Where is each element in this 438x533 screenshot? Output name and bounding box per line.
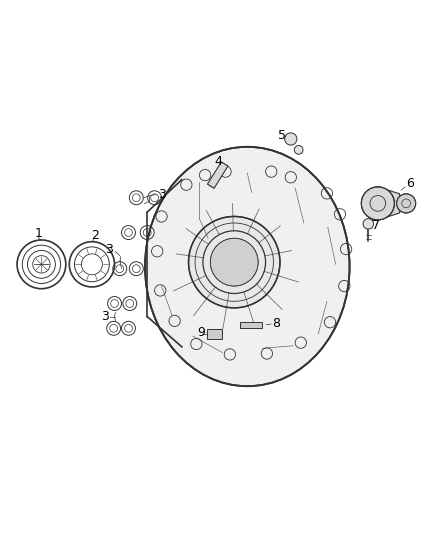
Text: 2: 2 [91, 229, 99, 241]
Circle shape [285, 133, 297, 145]
Text: 4: 4 [214, 155, 222, 168]
Text: 6: 6 [406, 177, 414, 190]
Text: 3: 3 [106, 243, 113, 256]
Text: 5: 5 [278, 128, 286, 142]
Polygon shape [240, 322, 261, 328]
Ellipse shape [145, 147, 350, 386]
Circle shape [363, 219, 374, 229]
Circle shape [294, 146, 303, 154]
Text: 1: 1 [35, 228, 42, 240]
Polygon shape [378, 187, 399, 220]
Circle shape [361, 187, 394, 220]
Polygon shape [208, 162, 228, 188]
Circle shape [188, 216, 280, 308]
Text: 7: 7 [372, 219, 380, 232]
Text: 3: 3 [159, 188, 166, 201]
Text: 9: 9 [198, 326, 205, 339]
Circle shape [210, 238, 258, 286]
Text: 3: 3 [101, 310, 109, 323]
Text: 8: 8 [272, 317, 280, 329]
Polygon shape [207, 329, 223, 339]
Circle shape [396, 194, 416, 213]
